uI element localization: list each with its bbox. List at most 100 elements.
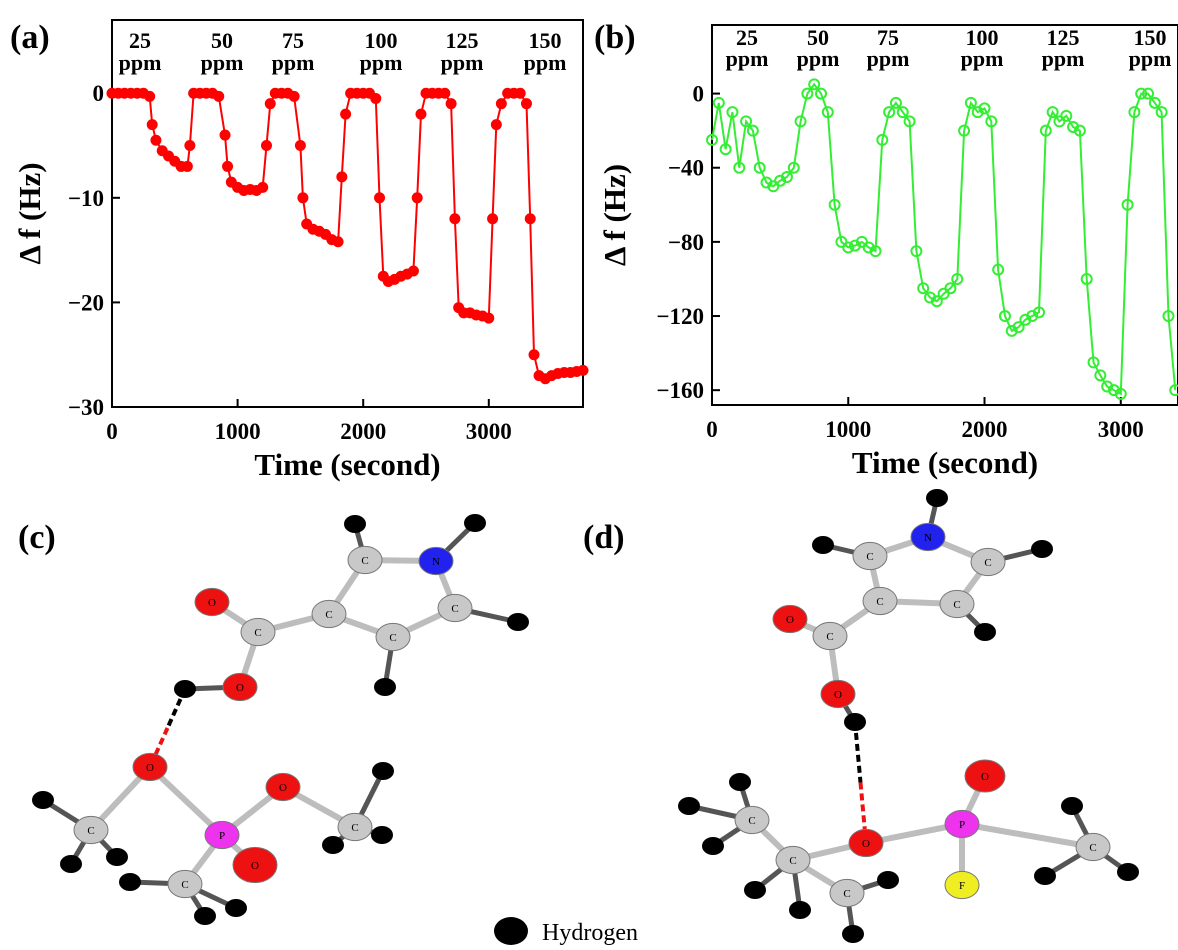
hydrogen-atom xyxy=(789,901,811,919)
data-point xyxy=(491,120,501,130)
hydrogen-atom xyxy=(225,899,247,917)
y-tick-label: −30 xyxy=(68,395,104,420)
annotation-unit: ppm xyxy=(1129,46,1172,71)
hydrogen-atom xyxy=(1034,867,1056,885)
atom-label: C xyxy=(254,627,261,639)
y-tick-label: 0 xyxy=(93,81,105,106)
annotation-unit: ppm xyxy=(360,50,403,75)
atom-label: O xyxy=(834,689,842,701)
hydrogen-atom xyxy=(32,791,54,809)
x-tick-label: 2000 xyxy=(962,417,1008,442)
hydrogen-atom xyxy=(812,536,834,554)
y-tick-label: −160 xyxy=(656,378,704,403)
plot-frame xyxy=(712,25,1178,405)
hydrogen-atom xyxy=(194,907,216,925)
atom-label: P xyxy=(959,819,965,831)
data-point xyxy=(289,91,299,101)
data-point xyxy=(450,214,460,224)
data-point xyxy=(341,109,351,119)
hydrogen-atom xyxy=(744,881,766,899)
data-point xyxy=(151,135,161,145)
legend-label: Hydrogen xyxy=(542,920,638,946)
data-point xyxy=(496,99,506,109)
annotation-unit: ppm xyxy=(961,46,1004,71)
atom-label: C xyxy=(866,551,873,563)
x-tick-label: 2000 xyxy=(340,419,386,444)
hydrogen-atom xyxy=(371,826,393,844)
data-point xyxy=(258,182,268,192)
x-tick-label: 1000 xyxy=(825,417,871,442)
panel-label: (b) xyxy=(594,19,636,56)
data-point xyxy=(337,172,347,182)
atom-label: C xyxy=(361,555,368,567)
annotation-unit: ppm xyxy=(867,46,910,71)
atom-label: C xyxy=(351,822,358,834)
annotation-unit: ppm xyxy=(726,46,769,71)
data-point xyxy=(261,141,271,151)
data-point xyxy=(185,141,195,151)
atom-label: F xyxy=(959,880,965,892)
annotation-unit: ppm xyxy=(272,50,315,75)
data-point xyxy=(265,99,275,109)
data-point xyxy=(446,99,456,109)
atom-label: C xyxy=(1089,842,1096,854)
x-tick-label: 1000 xyxy=(215,419,261,444)
x-tick-label: 0 xyxy=(706,417,718,442)
annotation-unit: ppm xyxy=(201,50,244,75)
hydrogen-bond xyxy=(855,722,861,783)
hydrogen-atom xyxy=(926,489,948,507)
atom-label: C xyxy=(826,631,833,643)
atom-label: C xyxy=(789,855,796,867)
atom-label: O xyxy=(236,682,244,694)
atom-label: C xyxy=(984,557,991,569)
y-tick-label: −80 xyxy=(668,230,704,255)
atom-label: C xyxy=(325,609,332,621)
data-point xyxy=(295,141,305,151)
hydrogen-atom xyxy=(322,836,344,854)
atom-label: O xyxy=(862,838,870,850)
data-point xyxy=(578,365,588,375)
y-tick-label: −120 xyxy=(656,304,704,329)
hydrogen-atom xyxy=(1031,540,1053,558)
y-axis-label: Δ f (Hz) xyxy=(597,164,632,266)
panel-label: (c) xyxy=(18,519,56,556)
y-axis-label: Δ f (Hz) xyxy=(12,162,47,264)
hydrogen-atom xyxy=(842,925,864,943)
hydrogen-atom xyxy=(60,855,82,873)
hydrogen-atom xyxy=(844,713,866,731)
x-axis-label: Time (second) xyxy=(254,447,440,482)
panel-label: (d) xyxy=(583,519,625,556)
atom-label: O xyxy=(786,614,794,626)
data-point xyxy=(515,88,525,98)
hydrogen-atom xyxy=(464,514,486,532)
data-point xyxy=(147,120,157,130)
x-axis-label: Time (second) xyxy=(852,445,1038,480)
annotation-unit: ppm xyxy=(1042,46,1085,71)
x-tick-label: 0 xyxy=(106,419,118,444)
hydrogen-atom xyxy=(344,515,366,533)
data-point xyxy=(408,266,418,276)
hydrogen-atom xyxy=(974,623,996,641)
annotation-unit: ppm xyxy=(524,50,567,75)
data-point xyxy=(375,193,385,203)
hydrogen-atom xyxy=(372,762,394,780)
data-point xyxy=(484,313,494,323)
atom-label: C xyxy=(748,815,755,827)
legend-marker xyxy=(494,917,528,945)
annotation-unit: ppm xyxy=(119,50,162,75)
data-point xyxy=(223,161,233,171)
x-tick-label: 3000 xyxy=(466,419,512,444)
hydrogen-atom xyxy=(174,680,196,698)
bond xyxy=(962,824,1093,847)
figure: Hydrogen 01000200030000−10−20−30Time (se… xyxy=(0,0,1178,950)
hydrogen-atom xyxy=(1061,797,1083,815)
series-line xyxy=(112,93,583,379)
data-point xyxy=(525,214,535,224)
atom-label: C xyxy=(389,632,396,644)
data-point xyxy=(220,130,230,140)
molecule: NCCCCCOOOPOFCCCC xyxy=(678,489,1139,943)
y-tick-label: 0 xyxy=(693,82,705,107)
data-point xyxy=(371,93,381,103)
x-tick-label: 3000 xyxy=(1098,417,1144,442)
hydrogen-atom xyxy=(729,773,751,791)
